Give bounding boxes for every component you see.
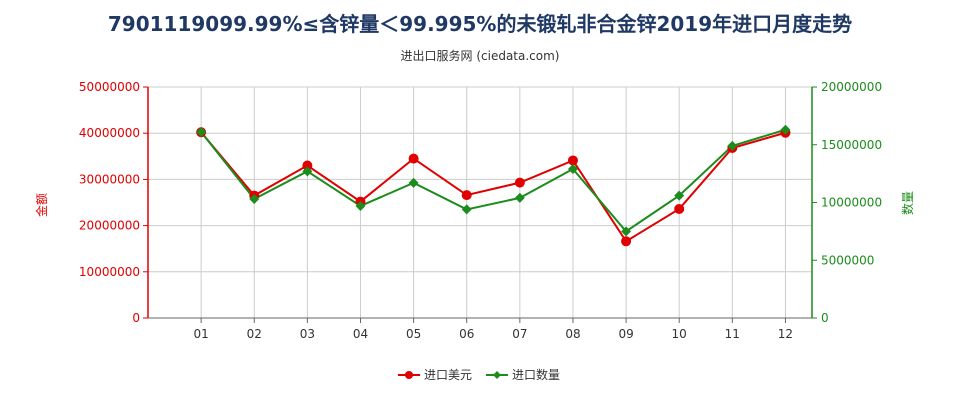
x-tick-label: 04	[353, 327, 368, 341]
legend-amount-swatch-marker	[405, 371, 413, 379]
left-tick-label: 20000000	[79, 219, 140, 233]
right-tick-label: 20000000	[821, 80, 882, 94]
amount-point	[302, 160, 313, 171]
amount-point	[621, 236, 632, 247]
series-amount-line	[200, 131, 786, 243]
chart-subtitle: 进出口服务网 (ciedata.com)	[400, 49, 560, 63]
plot-frame	[147, 86, 813, 319]
x-tick-label: 12	[778, 327, 793, 341]
x-tick-label: 07	[512, 327, 527, 341]
quantity-point	[621, 226, 632, 237]
legend-quantity-swatch-marker	[493, 371, 501, 379]
quantity-point	[196, 127, 207, 138]
x-tick-label: 05	[406, 327, 421, 341]
x-tick-label: 09	[618, 327, 633, 341]
amount-point	[408, 153, 419, 164]
amount-point	[514, 177, 525, 188]
x-tick-label: 02	[247, 327, 262, 341]
quantity-point	[302, 166, 313, 177]
quantity-point	[249, 194, 260, 205]
x-tick-label: 06	[459, 327, 474, 341]
x-tick-label: 01	[193, 327, 208, 341]
quantity-point	[727, 140, 738, 151]
quantity-point	[674, 190, 685, 201]
right-tick-label: 5000000	[821, 253, 874, 267]
x-tick-label: 03	[300, 327, 315, 341]
right-tick-label: 15000000	[821, 138, 882, 152]
right-tick-label: 0	[821, 311, 829, 325]
quantity-point	[355, 200, 366, 211]
amount-point	[567, 155, 578, 166]
quantity-point	[780, 124, 791, 135]
right-axis-title: 数量	[900, 191, 915, 215]
x-tick-label: 10	[672, 327, 687, 341]
right-tick-label: 10000000	[821, 196, 882, 210]
left-tick-label: 40000000	[79, 126, 140, 140]
legend-quantity-label: 进口数量	[512, 367, 560, 382]
left-tick-label: 0	[132, 311, 140, 325]
chart-title: 7901119099.99%≤含锌量＜99.995%的未锻轧非合金锌2019年进…	[107, 12, 853, 36]
legend-amount-label: 进口美元	[424, 368, 472, 382]
amount-point	[674, 203, 685, 214]
quantity-point	[567, 164, 578, 175]
x-tick-label: 11	[725, 327, 740, 341]
left-axis-title: 金额	[34, 193, 49, 217]
amount-point	[461, 190, 472, 201]
quantity-point	[514, 192, 525, 203]
series-quantity-line	[200, 128, 786, 233]
quantity-point	[461, 204, 472, 215]
left-tick-label: 50000000	[79, 80, 140, 94]
left-tick-label: 10000000	[79, 265, 140, 279]
x-tick-label: 08	[565, 327, 580, 341]
left-tick-label: 30000000	[79, 172, 140, 186]
quantity-point	[408, 177, 419, 188]
